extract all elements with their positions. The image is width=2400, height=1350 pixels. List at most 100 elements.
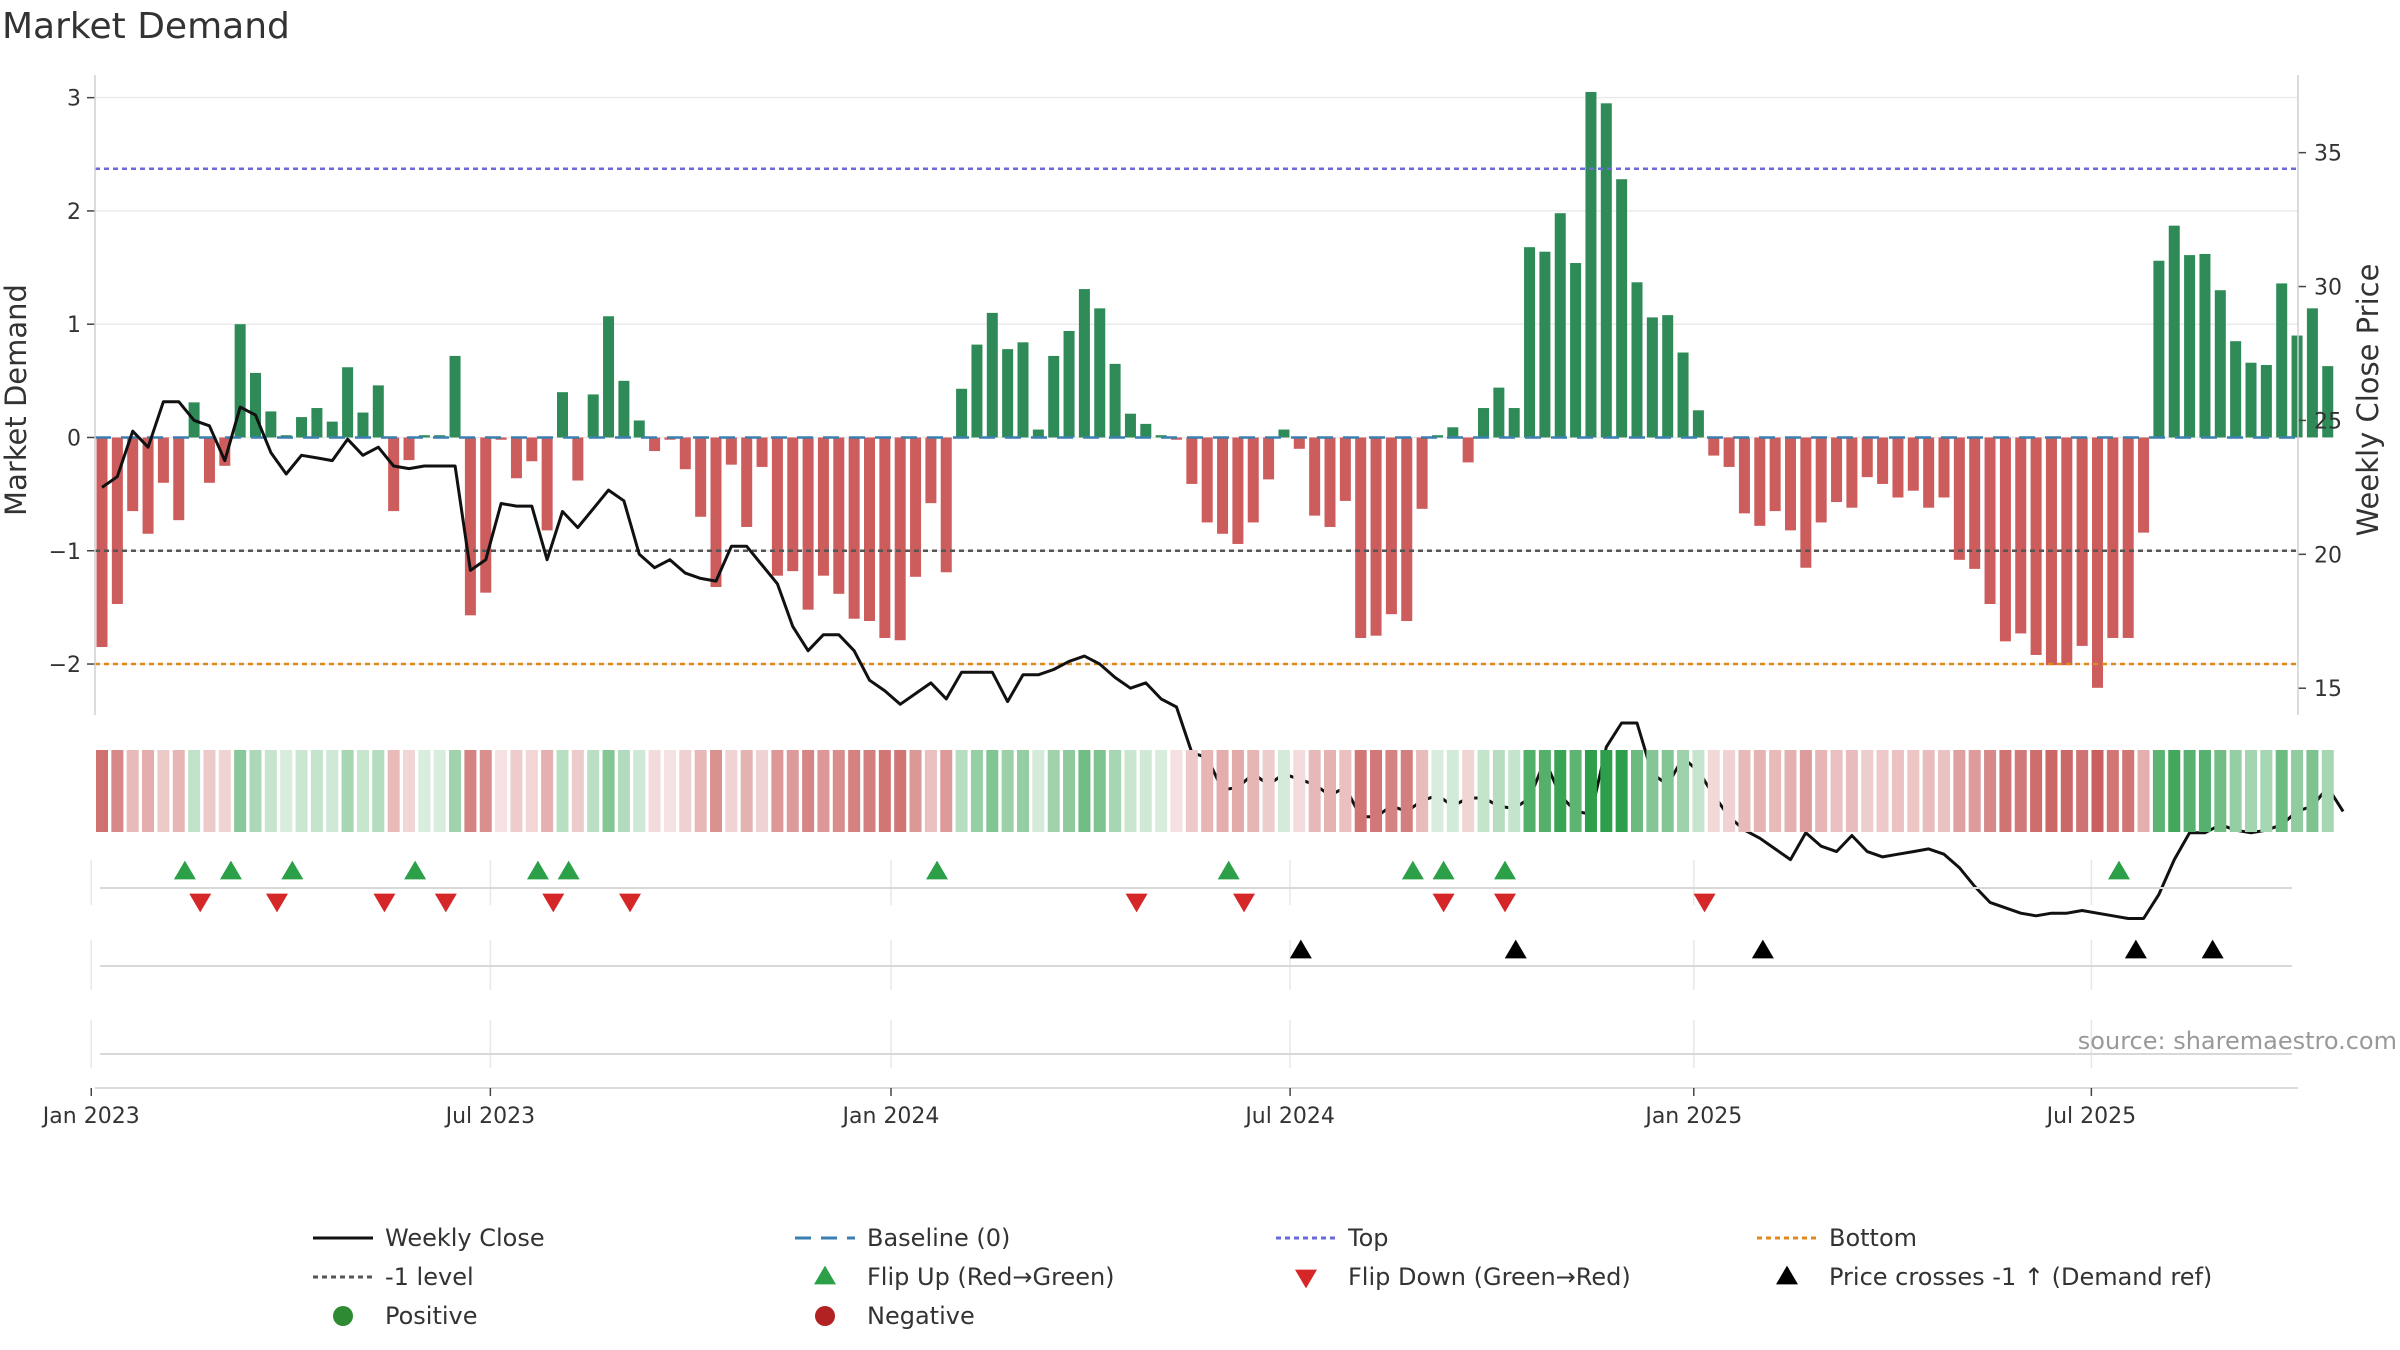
heat-cell (1308, 750, 1321, 832)
demand-bar (971, 344, 983, 438)
legend-price-cross-swatch (1776, 1265, 1798, 1285)
heat-cell (1830, 750, 1843, 832)
demand-bar (802, 437, 814, 610)
demand-bar (2122, 437, 2134, 638)
demand-bar (771, 437, 783, 576)
heat-cell (663, 750, 676, 832)
demand-bar (541, 437, 553, 531)
flip-down-marker (1693, 893, 1716, 913)
heat-cell (1723, 750, 1736, 832)
heat-cell (341, 750, 354, 832)
demand-bar (111, 437, 123, 604)
demand-bar (2015, 437, 2027, 634)
heat-cell (1324, 750, 1336, 832)
demand-bar (1800, 437, 1812, 568)
x-tick-label: Jan 2023 (41, 1104, 140, 1129)
right-axis-label: Weekly Close Price (2351, 264, 2385, 537)
demand-bar (1309, 437, 1321, 516)
heat-cell (1523, 750, 1536, 832)
heat-cell (1201, 750, 1214, 832)
demand-bar (1738, 437, 1750, 514)
flip-up-marker (219, 860, 242, 880)
demand-bar (618, 380, 630, 438)
heat-cell (264, 750, 277, 832)
left-tick-label: 0 (67, 426, 81, 451)
legend-baseline-label: Baseline (0) (867, 1224, 1010, 1252)
demand-bar (526, 437, 538, 462)
heat-cell (694, 750, 707, 832)
heat-cell (602, 750, 615, 832)
heat-cell (510, 750, 523, 832)
demand-bar (127, 437, 139, 512)
demand-bar (725, 437, 737, 465)
demand-bar (1708, 437, 1720, 456)
heat-cell (1692, 750, 1705, 832)
heat-cell (479, 750, 492, 832)
demand-bar (296, 417, 308, 438)
demand-bar (787, 437, 799, 572)
demand-bar (2092, 437, 2103, 688)
heat-cell (648, 750, 661, 832)
heat-cell (2260, 750, 2273, 832)
heat-cell (1262, 750, 1275, 832)
flip-up-marker (173, 860, 196, 880)
demand-bar (1554, 213, 1566, 438)
heat-cell (1569, 750, 1582, 832)
heat-cell (2183, 750, 2196, 832)
heat-cell (878, 750, 891, 832)
source-note: source: sharemaestro.com (2078, 1027, 2397, 1055)
demand-bar (1785, 437, 1796, 531)
demand-bar (510, 437, 522, 479)
heat-cell (2014, 750, 2027, 832)
demand-bar (679, 437, 691, 470)
heat-cell (1600, 750, 1613, 832)
heat-cell (940, 750, 953, 832)
demand-bar (173, 437, 185, 521)
legend-positive-swatch (333, 1306, 353, 1326)
demand-bar (1631, 282, 1643, 438)
demand-bar (817, 437, 829, 576)
grid (95, 96, 2298, 665)
demand-bar (864, 437, 875, 621)
heat-cell (832, 750, 845, 832)
legend-bottom-label: Bottom (1829, 1224, 1917, 1252)
demand-bar (372, 385, 384, 438)
demand-bar (96, 437, 108, 648)
demand-bar (357, 412, 369, 438)
demand-bar (495, 437, 507, 440)
heat-cell (111, 750, 124, 832)
demand-bar (2138, 437, 2150, 533)
heat-cell (1661, 750, 1674, 832)
demand-bar (2107, 437, 2119, 638)
flip-down-marker (373, 893, 396, 913)
demand-bar (2291, 335, 2303, 438)
heat-cell (1876, 750, 1889, 832)
heat-cell (1370, 750, 1383, 832)
demand-bar (2199, 253, 2211, 438)
heat-cell (2030, 750, 2043, 832)
heat-cell (1001, 750, 1014, 832)
demand-bar (1662, 315, 1674, 438)
heat-cell (1400, 750, 1413, 832)
demand-bar (956, 388, 968, 438)
left-tick-label: −2 (49, 653, 81, 678)
demand-bar (986, 312, 998, 438)
heat-cell (1431, 750, 1444, 832)
demand-bar (2230, 341, 2242, 438)
legend: Weekly Close Baseline (0) Top Bottom -1 leve… (313, 1224, 2212, 1330)
heat-cell (1922, 750, 1935, 832)
heat-cell (2306, 750, 2319, 832)
demand-bar (464, 437, 476, 616)
demand-bar (1447, 427, 1459, 438)
heat-cell (1938, 750, 1950, 832)
demand-bar (1063, 331, 1075, 438)
heat-cell (1185, 750, 1198, 832)
legend-minus-one-label: -1 level (385, 1263, 474, 1291)
flip-up-marker (557, 860, 580, 880)
heat-cell (372, 750, 385, 832)
demand-bar (1600, 103, 1612, 438)
flip-down-marker (434, 893, 457, 913)
heat-cell (771, 750, 784, 832)
demand-bar (1217, 437, 1229, 534)
demand-bar (1339, 437, 1351, 501)
